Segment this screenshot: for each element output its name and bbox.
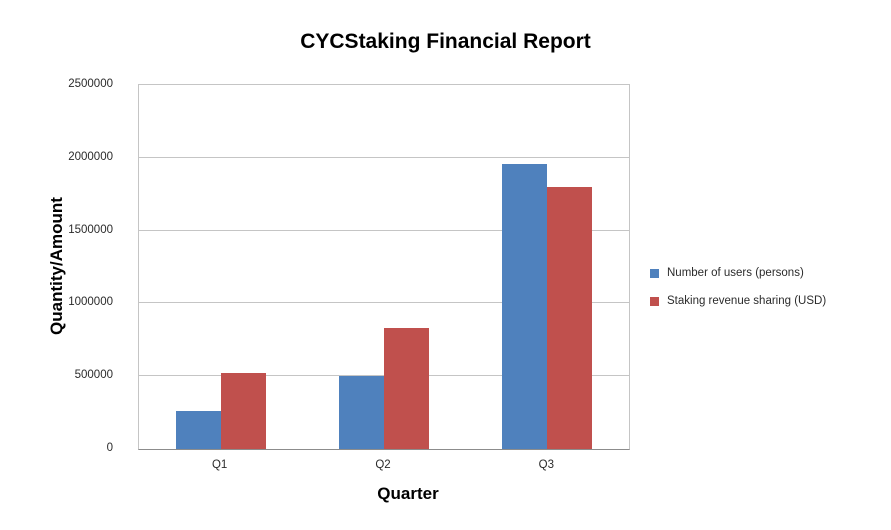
legend-item: Number of users (persons) xyxy=(650,264,826,282)
y-axis-tick-label: 2000000 xyxy=(68,150,113,163)
x-axis-tick-label: Q1 xyxy=(211,459,228,471)
x-axis-title: Quarter xyxy=(377,484,439,503)
x-axis-tick-label: Q3 xyxy=(538,459,554,471)
y-axis-labels: 0 500000 1000000 1500000 2000000 2500000 xyxy=(0,78,128,454)
x-axis-tick-label: Q2 xyxy=(375,459,391,471)
legend-item: Staking revenue sharing (USD) xyxy=(650,292,826,310)
chart-title: CYCStaking Financial Report xyxy=(300,30,591,53)
gridline xyxy=(139,229,629,231)
legend-label: Staking revenue sharing (USD) xyxy=(667,295,827,307)
bar xyxy=(383,328,429,449)
bar xyxy=(220,373,266,449)
gridline xyxy=(139,302,629,304)
bars-layer xyxy=(139,85,629,449)
bar xyxy=(175,411,221,449)
y-axis-tick-label: 1500000 xyxy=(68,223,113,236)
y-axis-tick-label: 500000 xyxy=(74,369,113,382)
bar-group-q3 xyxy=(466,85,629,449)
legend-swatch-icon xyxy=(650,296,659,306)
legend-swatch-icon xyxy=(650,268,659,278)
legend: Number of users (persons) Staking revenue… xyxy=(650,264,826,310)
bar xyxy=(338,376,384,449)
bar-group-q2 xyxy=(302,85,465,449)
bar xyxy=(547,186,593,449)
y-axis-tick-label: 0 xyxy=(106,442,113,454)
plot-area xyxy=(138,84,630,450)
y-axis-tick-label: 1000000 xyxy=(68,296,113,309)
legend-label: Number of users (persons) xyxy=(667,267,804,279)
bar xyxy=(502,163,548,449)
x-axis-labels: Q1 Q2 Q3 xyxy=(138,459,628,471)
gridline xyxy=(139,156,629,158)
bar-group-q1 xyxy=(139,85,302,449)
y-axis-tick-label: 2500000 xyxy=(68,78,113,90)
